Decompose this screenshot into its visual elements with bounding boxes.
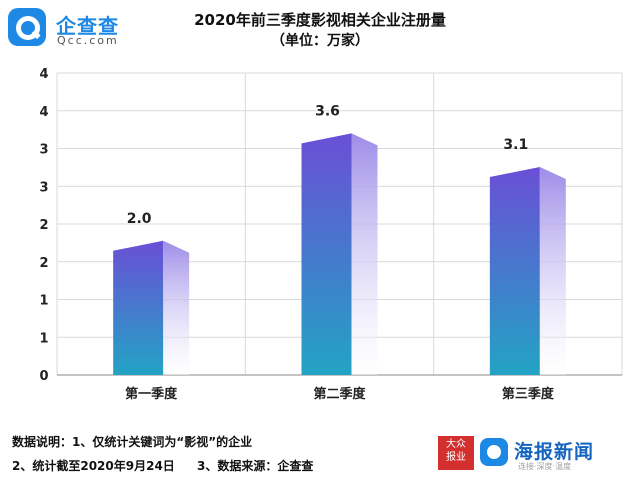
y-tick-label: 4 bbox=[39, 105, 48, 120]
y-tick-label: 3 bbox=[39, 180, 48, 195]
data-label: 2.0 bbox=[127, 211, 152, 227]
dazhong-badge: 大众 报业 bbox=[438, 436, 474, 470]
x-tick-label: 第二季度 bbox=[313, 386, 366, 402]
y-tick-label: 4 bbox=[39, 67, 48, 82]
qcc-search-icon bbox=[8, 8, 46, 46]
bar bbox=[301, 133, 378, 375]
chart-subtitle: （单位：万家） bbox=[271, 33, 369, 49]
bar bbox=[489, 166, 566, 375]
note-line-3: 3、数据来源：企查查 bbox=[197, 459, 314, 473]
x-tick-label: 第一季度 bbox=[125, 386, 178, 402]
chart-title: 2020年前三季度影视相关企业注册量 bbox=[194, 11, 446, 29]
data-label: 3.1 bbox=[503, 137, 528, 153]
data-notes: 数据说明：1、仅统计关键词为“影视”的企业 2、统计截至2020年9月24日 3… bbox=[12, 430, 313, 478]
y-tick-label: 2 bbox=[39, 256, 48, 271]
x-tick-label: 第三季度 bbox=[502, 386, 555, 402]
qcc-logo: 企查查 Qcc.com bbox=[8, 6, 132, 50]
y-tick-label: 3 bbox=[39, 143, 48, 158]
y-tick-label: 2 bbox=[39, 218, 48, 233]
bar-front bbox=[489, 166, 540, 375]
brand-name: 海报新闻 bbox=[514, 441, 595, 463]
logo-name: 企查查 bbox=[56, 14, 119, 38]
note-line-1: 数据说明：1、仅统计关键词为“影视”的企业 bbox=[12, 435, 253, 449]
note-line-2-wrap: 2、统计截至2020年9月24日 3、数据来源：企查查 bbox=[12, 454, 313, 478]
bar-side bbox=[351, 133, 378, 375]
bar-side bbox=[539, 166, 566, 375]
note-line-2: 2、统计截至2020年9月24日 bbox=[12, 459, 175, 473]
bar-front bbox=[301, 133, 352, 375]
haibao-brand: 大众 报业 海报新闻 连接·深度·温度 bbox=[436, 434, 636, 478]
bar bbox=[113, 240, 190, 375]
brand-tagline: 连接·深度·温度 bbox=[518, 462, 572, 471]
y-tick-label: 0 bbox=[39, 369, 48, 384]
y-tick-label: 1 bbox=[39, 294, 48, 309]
bar-side bbox=[163, 240, 190, 375]
logo-subtext: Qcc.com bbox=[57, 34, 119, 47]
bar-front bbox=[113, 240, 164, 375]
haibao-icon bbox=[480, 438, 508, 466]
y-tick-label: 1 bbox=[39, 331, 48, 346]
data-label: 3.6 bbox=[315, 103, 340, 119]
